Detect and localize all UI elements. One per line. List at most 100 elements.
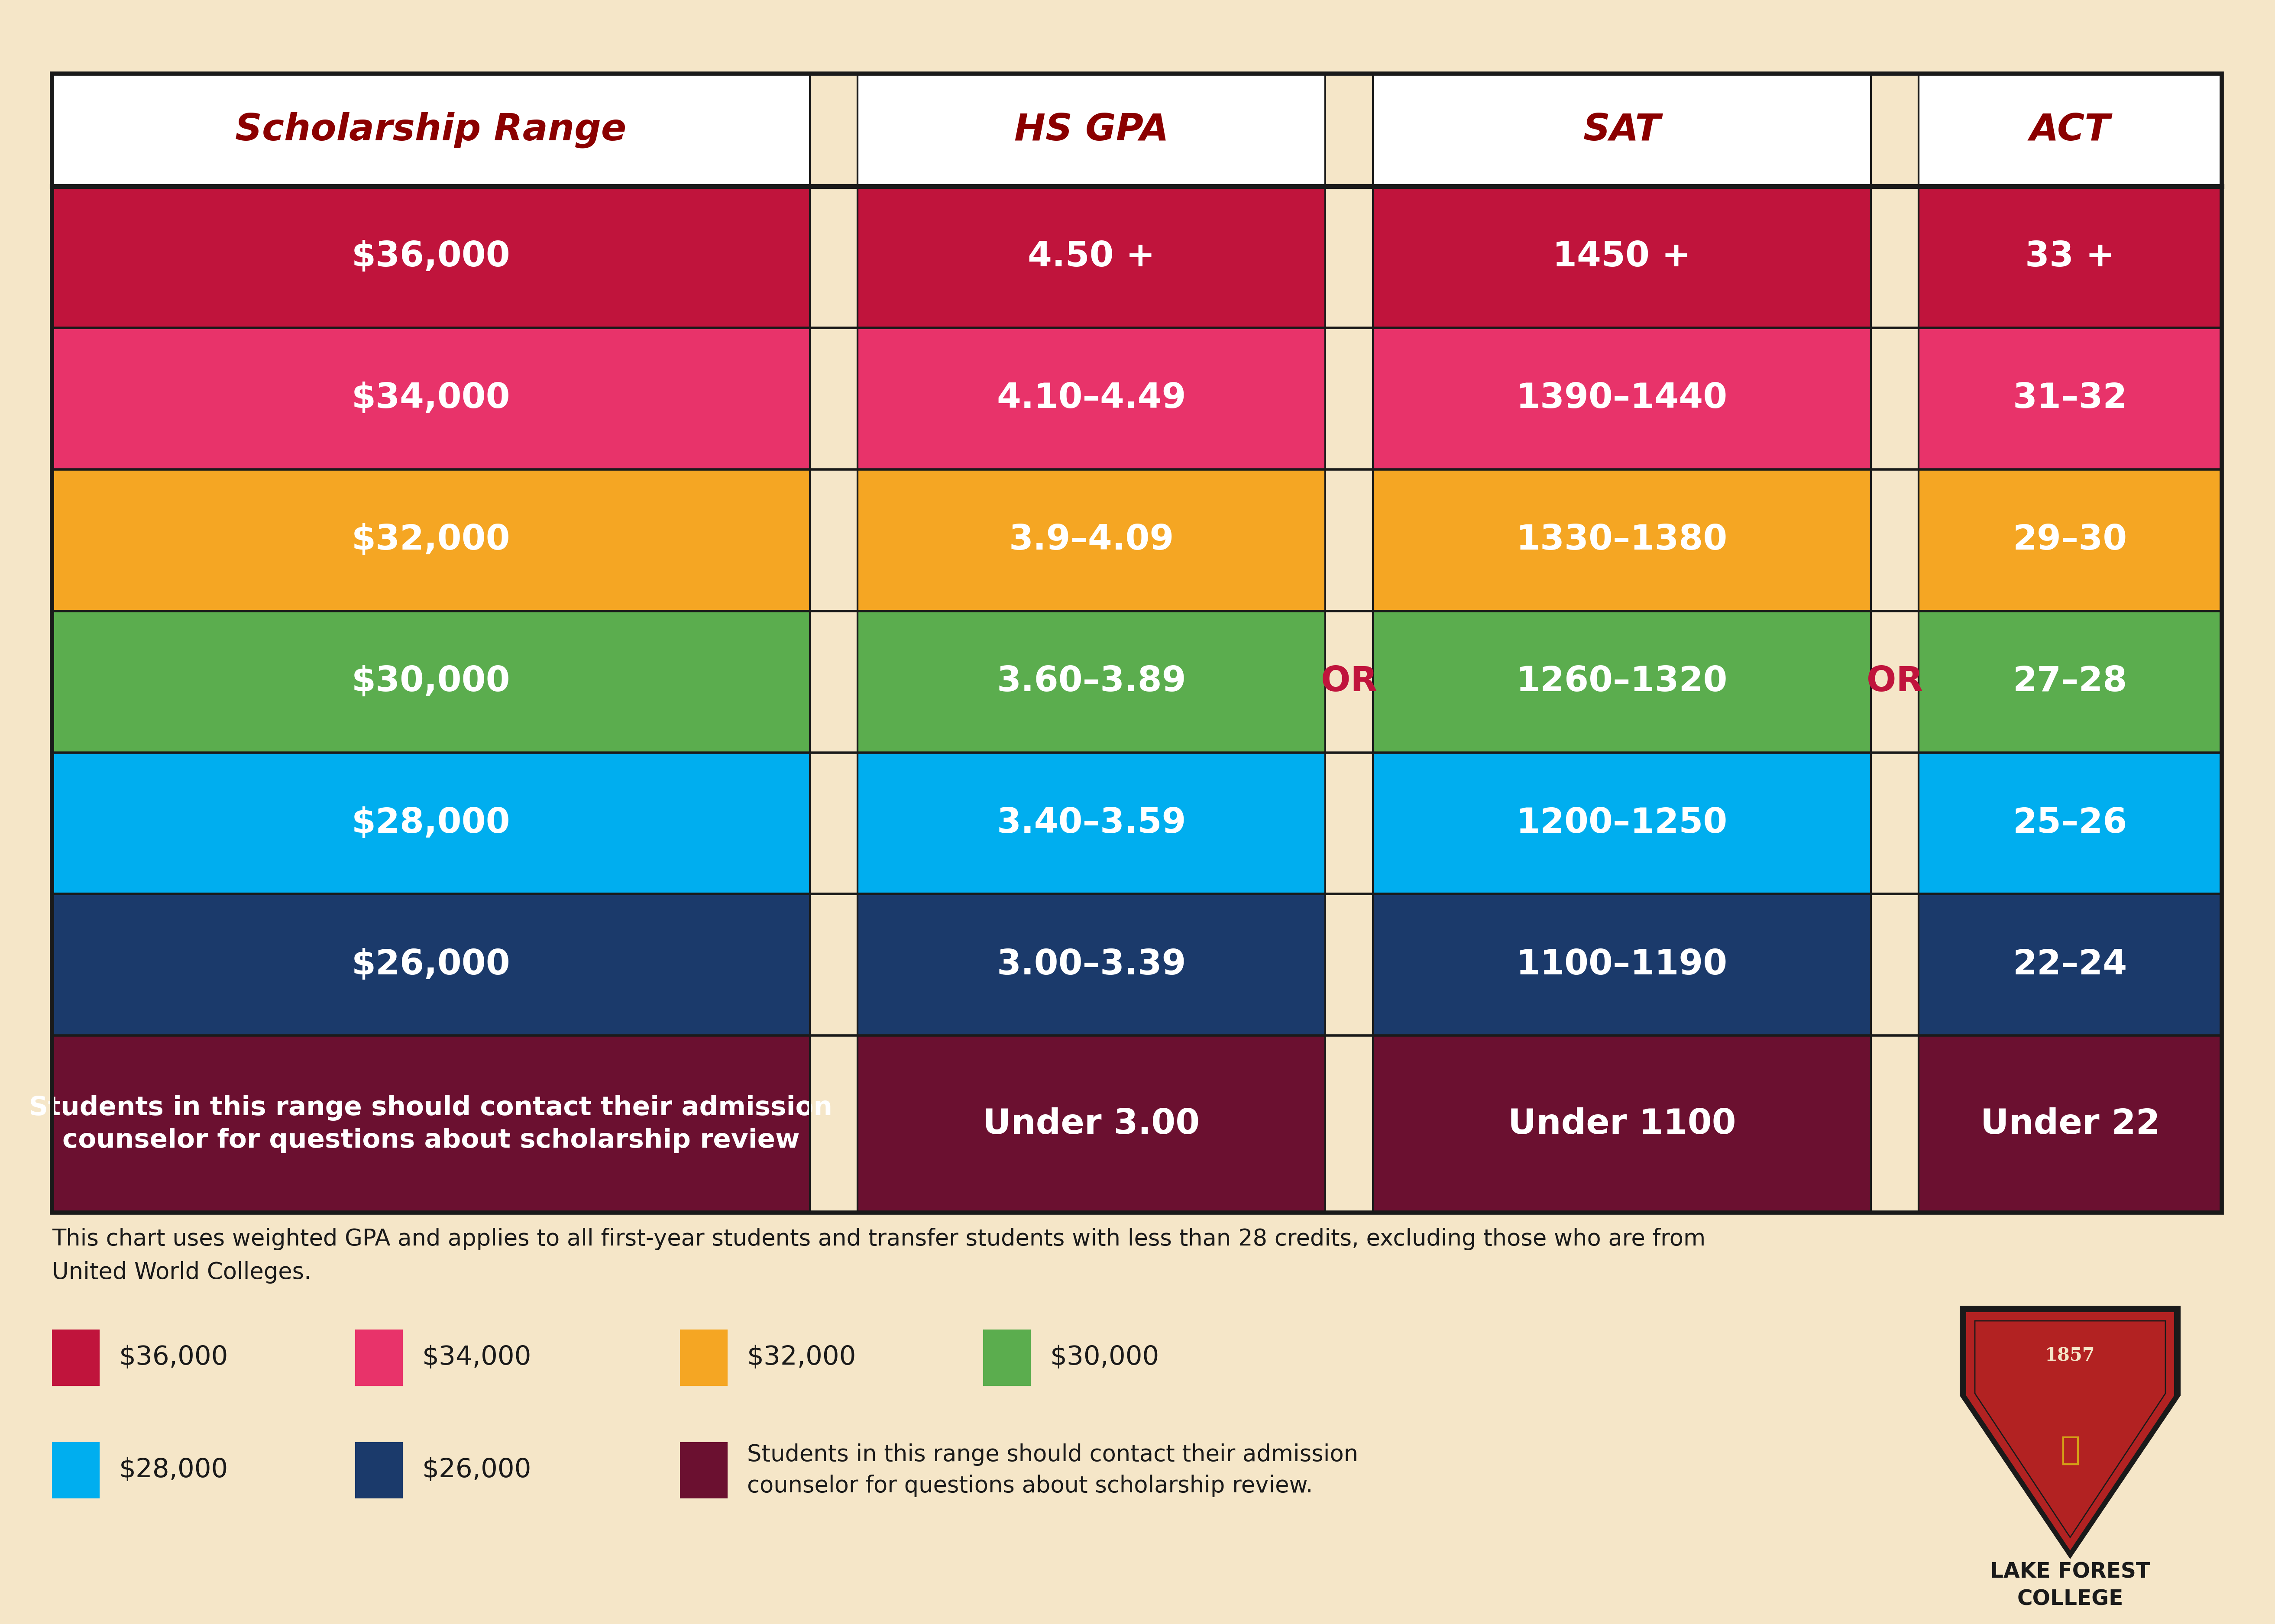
Bar <box>52 1330 100 1385</box>
Bar <box>52 328 810 469</box>
Bar <box>1326 73 1372 187</box>
Bar <box>52 1442 100 1499</box>
Text: Students in this range should contact their admission
counselor for questions ab: Students in this range should contact th… <box>746 1444 1358 1497</box>
Text: 3.00–3.39: 3.00–3.39 <box>996 948 1185 983</box>
Bar <box>680 1442 728 1499</box>
Bar <box>983 1330 1031 1385</box>
Text: $32,000: $32,000 <box>746 1345 855 1371</box>
Bar <box>1372 895 1870 1036</box>
Bar <box>1372 187 1870 328</box>
Bar <box>680 1330 728 1385</box>
Text: 22–24: 22–24 <box>2013 948 2127 983</box>
Bar <box>858 469 1326 611</box>
Bar <box>810 895 858 1036</box>
Text: 1200–1250: 1200–1250 <box>1515 807 1727 840</box>
Bar <box>1870 328 1918 469</box>
Bar <box>1870 752 1918 895</box>
Bar <box>858 895 1326 1036</box>
Text: OR: OR <box>1322 664 1376 698</box>
Bar <box>858 1036 1326 1213</box>
Bar <box>858 187 1326 328</box>
Text: $28,000: $28,000 <box>118 1457 228 1483</box>
Bar <box>858 328 1326 469</box>
Bar <box>858 73 1326 187</box>
Text: 🌿: 🌿 <box>2061 1434 2079 1466</box>
Bar <box>1918 328 2223 469</box>
Text: 3.40–3.59: 3.40–3.59 <box>996 807 1185 840</box>
Bar <box>1372 611 1870 752</box>
Bar <box>810 73 858 187</box>
Text: 33 +: 33 + <box>2025 240 2116 274</box>
Bar <box>810 187 858 328</box>
Bar <box>1372 469 1870 611</box>
Text: Students in this range should contact their admission
counselor for questions ab: Students in this range should contact th… <box>30 1095 833 1153</box>
Bar <box>1918 187 2223 328</box>
Bar <box>355 1442 403 1499</box>
Bar <box>1870 469 1918 611</box>
Text: 3.60–3.89: 3.60–3.89 <box>996 664 1185 698</box>
Text: SAT: SAT <box>1583 112 1661 148</box>
Text: $32,000: $32,000 <box>353 523 510 557</box>
Bar <box>810 328 858 469</box>
Bar <box>1870 895 1918 1036</box>
Bar <box>1326 752 1372 895</box>
Text: OR: OR <box>1866 664 1922 698</box>
Bar <box>52 895 810 1036</box>
Bar <box>52 611 810 752</box>
Bar <box>52 469 810 611</box>
Text: Under 1100: Under 1100 <box>1508 1108 1736 1142</box>
Bar <box>810 752 858 895</box>
Text: LAKE FOREST
COLLEGE: LAKE FOREST COLLEGE <box>1991 1561 2150 1609</box>
Text: 3.9–4.09: 3.9–4.09 <box>1008 523 1174 557</box>
Text: $34,000: $34,000 <box>353 382 510 416</box>
Bar <box>52 752 810 895</box>
Text: This chart uses weighted GPA and applies to all first-year students and transfer: This chart uses weighted GPA and applies… <box>52 1228 1706 1283</box>
Bar <box>1918 895 2223 1036</box>
Bar <box>1918 1036 2223 1213</box>
Polygon shape <box>1966 1312 2175 1551</box>
Text: $26,000: $26,000 <box>423 1457 532 1483</box>
Text: 1260–1320: 1260–1320 <box>1515 664 1727 698</box>
Text: 4.50 +: 4.50 + <box>1028 240 1156 274</box>
Text: ACT: ACT <box>2029 112 2111 148</box>
Bar <box>52 1036 810 1213</box>
Text: 1100–1190: 1100–1190 <box>1515 948 1727 983</box>
Bar <box>1918 469 2223 611</box>
Bar <box>1326 611 1372 752</box>
Bar <box>858 752 1326 895</box>
Polygon shape <box>1959 1306 2179 1559</box>
Bar <box>1372 1036 1870 1213</box>
Text: HS GPA: HS GPA <box>1015 112 1169 148</box>
Bar <box>1326 469 1372 611</box>
Text: $26,000: $26,000 <box>353 948 510 983</box>
Text: $34,000: $34,000 <box>423 1345 532 1371</box>
Bar <box>1870 1036 1918 1213</box>
Bar <box>1326 187 1372 328</box>
Bar <box>52 187 810 328</box>
Text: $36,000: $36,000 <box>353 240 510 274</box>
Text: 1857: 1857 <box>2045 1346 2095 1364</box>
Text: $36,000: $36,000 <box>118 1345 228 1371</box>
Bar <box>1372 73 1870 187</box>
Text: 4.10–4.49: 4.10–4.49 <box>996 382 1185 416</box>
Bar <box>1918 752 2223 895</box>
Text: 1330–1380: 1330–1380 <box>1515 523 1727 557</box>
Bar <box>858 611 1326 752</box>
Bar <box>1326 895 1372 1036</box>
Bar <box>52 73 810 187</box>
Text: $28,000: $28,000 <box>353 807 510 840</box>
Bar <box>810 1036 858 1213</box>
Bar <box>1326 328 1372 469</box>
Bar <box>1372 328 1870 469</box>
Text: Under 22: Under 22 <box>1979 1108 2159 1142</box>
Bar <box>1372 752 1870 895</box>
Text: $30,000: $30,000 <box>1051 1345 1160 1371</box>
Text: 1450 +: 1450 + <box>1554 240 1690 274</box>
Bar <box>1870 73 1918 187</box>
Bar <box>810 469 858 611</box>
Text: Scholarship Range: Scholarship Range <box>234 112 626 148</box>
Text: Under 3.00: Under 3.00 <box>983 1108 1199 1142</box>
Text: 1390–1440: 1390–1440 <box>1515 382 1727 416</box>
Bar <box>355 1330 403 1385</box>
Text: 31–32: 31–32 <box>2013 382 2127 416</box>
